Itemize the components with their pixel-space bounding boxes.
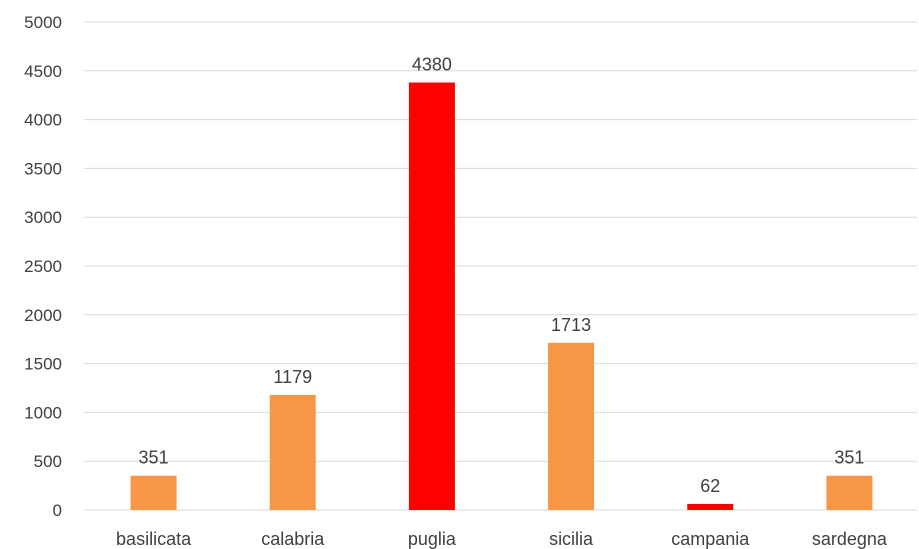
- data-label-basilicata: 351: [139, 448, 169, 468]
- bar-sicilia: [548, 342, 595, 510]
- bar-puglia: [408, 82, 455, 511]
- data-label-campania: 62: [700, 476, 720, 496]
- y-tick-label: 1000: [24, 403, 62, 422]
- y-tick-label: 1500: [24, 355, 62, 374]
- y-tick-label: 0: [53, 501, 62, 520]
- y-axis-ticks: 0 500 1000 1500 2000 2500 3000 3500 4000 4500 5000: [24, 13, 62, 520]
- y-tick-label: 2500: [24, 257, 62, 276]
- y-tick-label: 2000: [24, 306, 62, 325]
- y-tick-label: 3500: [24, 159, 62, 178]
- data-label-sardegna: 351: [834, 448, 864, 468]
- y-tick-label: 3000: [24, 208, 62, 227]
- gridlines: [84, 21, 917, 511]
- category-label-calabria: calabria: [261, 529, 325, 549]
- data-label-calabria: 1179: [273, 367, 312, 387]
- data-labels: 351 1179 4380 1713 62 351: [139, 55, 865, 496]
- category-label-puglia: puglia: [408, 529, 457, 549]
- bar-campania: [687, 503, 734, 510]
- bar-basilicata: [130, 475, 177, 510]
- y-tick-label: 500: [34, 452, 62, 471]
- bars: [130, 82, 873, 511]
- y-tick-label: 5000: [24, 13, 62, 32]
- category-label-basilicata: basilicata: [116, 529, 192, 549]
- bar-sardegna: [826, 475, 873, 510]
- data-label-puglia: 4380: [412, 55, 452, 75]
- y-tick-label: 4500: [24, 62, 62, 81]
- category-label-campania: campania: [671, 529, 750, 549]
- data-label-sicilia: 1713: [551, 315, 591, 335]
- category-label-sicilia: sicilia: [549, 529, 594, 549]
- bar-calabria: [269, 394, 316, 510]
- y-tick-label: 4000: [24, 111, 62, 130]
- category-label-sardegna: sardegna: [812, 529, 888, 549]
- x-axis-categories: basilicata calabria puglia sicilia campania s…: [116, 529, 888, 549]
